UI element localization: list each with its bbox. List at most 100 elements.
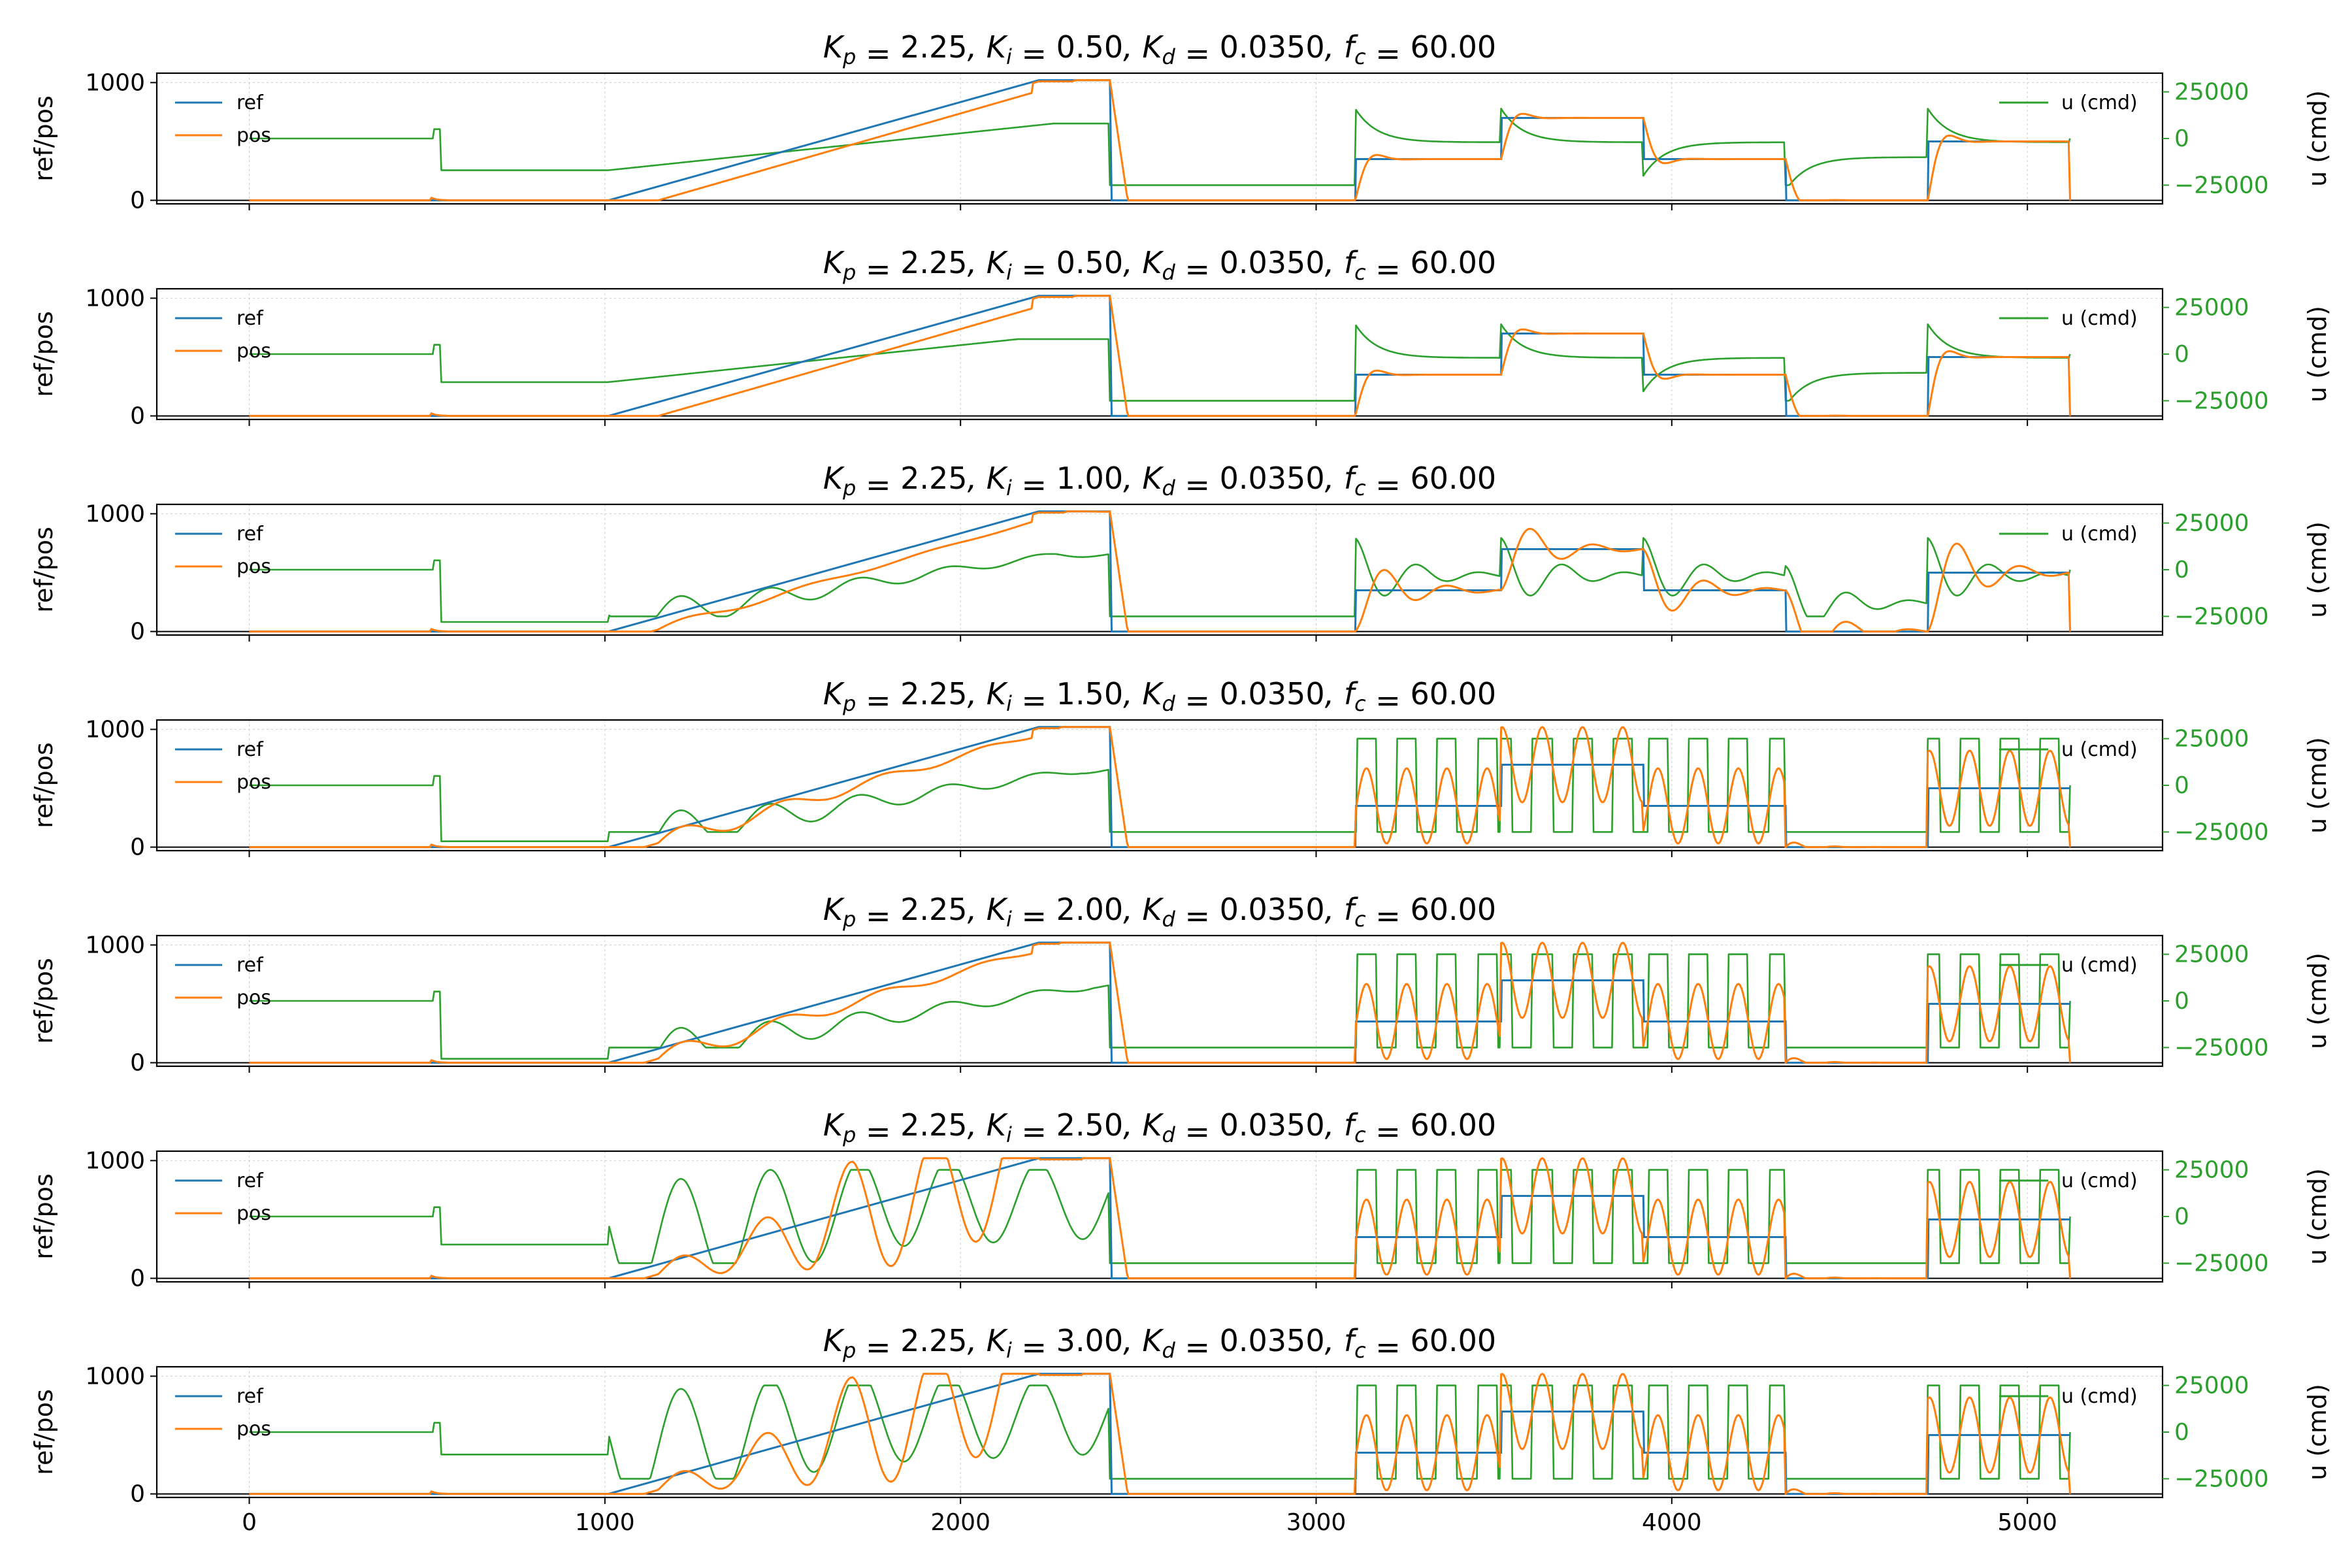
legend-label-u-cmd: u (cmd): [2061, 1385, 2138, 1408]
y-right-axis-label: u (cmd): [2303, 953, 2332, 1049]
y-right-tick-label: 25000: [2174, 941, 2249, 968]
y-right-tick-label: 25000: [2174, 1373, 2249, 1399]
title-Ki-value: 2.50: [1056, 1107, 1123, 1143]
title-Ki-value: 0.50: [1056, 245, 1123, 280]
axes-frame: [155, 1365, 2164, 1499]
title-Kd-value: 0.0350: [1220, 1107, 1325, 1143]
y-left-tick-label: 0: [130, 403, 145, 430]
y-left-axis-label: ref/pos: [29, 527, 58, 613]
title-Kp-value: 2.25: [900, 245, 967, 280]
title-Ki-value: 1.50: [1056, 676, 1123, 711]
series-u-cmd: [249, 1169, 2071, 1264]
series-pos: [249, 1373, 2071, 1495]
series-ref: [249, 1157, 2070, 1280]
title-fc-value: 60.00: [1410, 676, 1496, 711]
title-Kp-value: 2.25: [900, 892, 967, 927]
y-left-tick-label: 0: [130, 1481, 145, 1508]
series-ref: [249, 295, 2070, 417]
y-left-tick-label: 0: [130, 619, 145, 645]
x-tick-label: 4000: [1642, 1509, 1702, 1536]
title-Kd-value: 0.0350: [1220, 892, 1325, 927]
subplot-title: Kp = 2.25, Ki = 0.50, Kd = 0.0350, fc = …: [823, 29, 1496, 71]
axes-frame: [155, 72, 2164, 205]
axes-frame: [155, 934, 2164, 1068]
legend-label-pos: pos: [237, 987, 271, 1009]
title-Ki-value: 0.50: [1056, 29, 1123, 65]
x-tick-label: 2000: [930, 1509, 990, 1536]
axes-frame: [155, 1150, 2164, 1283]
series-pos: [249, 726, 2071, 849]
subplot: Kp = 2.25, Ki = 2.50, Kd = 0.0350, fc = …: [29, 1107, 2332, 1292]
subplot: Kp = 2.25, Ki = 1.50, Kd = 0.0350, fc = …: [29, 676, 2332, 861]
title-Kp-value: 2.25: [900, 29, 967, 65]
legend-label-pos: pos: [237, 1418, 271, 1441]
legend-label-pos: pos: [237, 555, 271, 578]
y-right-tick-label: 0: [2174, 1419, 2189, 1446]
subplot: Kp = 2.25, Ki = 2.00, Kd = 0.0350, fc = …: [29, 892, 2332, 1077]
legend-label-u-cmd: u (cmd): [2061, 738, 2138, 761]
subplot: Kp = 2.25, Ki = 0.50, Kd = 0.0350, fc = …: [29, 245, 2332, 430]
y-right-axis-label: u (cmd): [2303, 737, 2332, 834]
legend-label-ref: ref: [237, 954, 264, 977]
axes-frame: [155, 719, 2164, 852]
y-right-tick-label: −25000: [2174, 1250, 2269, 1277]
series-u-cmd: [249, 1384, 2071, 1480]
series-pos: [249, 510, 2071, 633]
series-u-cmd: [249, 537, 2071, 623]
series-pos: [249, 79, 2071, 202]
series-ref: [249, 79, 2070, 202]
y-right-tick-label: 25000: [2174, 79, 2249, 106]
subplot: Kp = 2.25, Ki = 0.50, Kd = 0.0350, fc = …: [29, 29, 2332, 214]
title-Kd-value: 0.0350: [1220, 676, 1325, 711]
y-left-tick-label: 1000: [85, 716, 145, 743]
y-left-axis-label: ref/pos: [29, 958, 58, 1044]
legend-label-pos: pos: [237, 1202, 271, 1225]
legend-label-ref: ref: [237, 307, 264, 330]
y-right-tick-label: −25000: [2174, 172, 2269, 199]
title-Kp-value: 2.25: [900, 1323, 967, 1358]
y-right-tick-label: 0: [2174, 1203, 2189, 1230]
y-left-axis-label: ref/pos: [29, 742, 58, 828]
y-right-tick-label: 25000: [2174, 1157, 2249, 1184]
series-u-cmd: [249, 738, 2071, 842]
y-left-tick-label: 1000: [85, 285, 145, 312]
series-pos: [249, 941, 2071, 1064]
legend-label-ref: ref: [237, 1385, 264, 1408]
legend-label-ref: ref: [237, 91, 264, 114]
x-tick-label: 0: [242, 1509, 257, 1536]
y-right-axis-label: u (cmd): [2303, 90, 2332, 187]
y-right-tick-label: 25000: [2174, 726, 2249, 753]
y-right-tick-label: 0: [2174, 125, 2189, 152]
legend-label-ref: ref: [237, 1169, 264, 1192]
subplot: Kp = 2.25, Ki = 1.00, Kd = 0.0350, fc = …: [29, 461, 2332, 645]
legend-label-u-cmd: u (cmd): [2061, 91, 2138, 114]
title-Kd-value: 0.0350: [1220, 245, 1325, 280]
y-left-tick-label: 1000: [85, 932, 145, 958]
y-right-tick-label: −25000: [2174, 819, 2269, 845]
title-Kd-value: 0.0350: [1220, 461, 1325, 496]
y-left-tick-label: 0: [130, 1050, 145, 1077]
y-left-tick-label: 1000: [85, 1147, 145, 1174]
y-right-tick-label: −25000: [2174, 1034, 2269, 1061]
title-Kd-value: 0.0350: [1220, 1323, 1325, 1358]
title-fc-value: 60.00: [1410, 1107, 1496, 1143]
subplot: Kp = 2.25, Ki = 3.00, Kd = 0.0350, fc = …: [29, 1323, 2332, 1536]
y-left-tick-label: 0: [130, 834, 145, 861]
legend-label-u-cmd: u (cmd): [2061, 1169, 2138, 1192]
legend-label-u-cmd: u (cmd): [2061, 954, 2138, 977]
subplot-title: Kp = 2.25, Ki = 2.50, Kd = 0.0350, fc = …: [823, 1107, 1496, 1149]
title-Kp-value: 2.25: [900, 676, 967, 711]
y-right-tick-label: −25000: [2174, 1465, 2269, 1492]
series-ref: [249, 1373, 2070, 1495]
x-tick-label: 1000: [575, 1509, 635, 1536]
y-left-tick-label: 1000: [85, 1363, 145, 1390]
subplot-title: Kp = 2.25, Ki = 1.00, Kd = 0.0350, fc = …: [823, 461, 1496, 502]
legend-label-u-cmd: u (cmd): [2061, 307, 2138, 330]
y-right-axis-label: u (cmd): [2303, 521, 2332, 618]
legend-label-pos: pos: [237, 340, 271, 363]
y-left-axis-label: ref/pos: [29, 311, 58, 397]
y-left-axis-label: ref/pos: [29, 1389, 58, 1475]
legend-label-ref: ref: [237, 523, 264, 546]
series-ref: [249, 510, 2070, 633]
